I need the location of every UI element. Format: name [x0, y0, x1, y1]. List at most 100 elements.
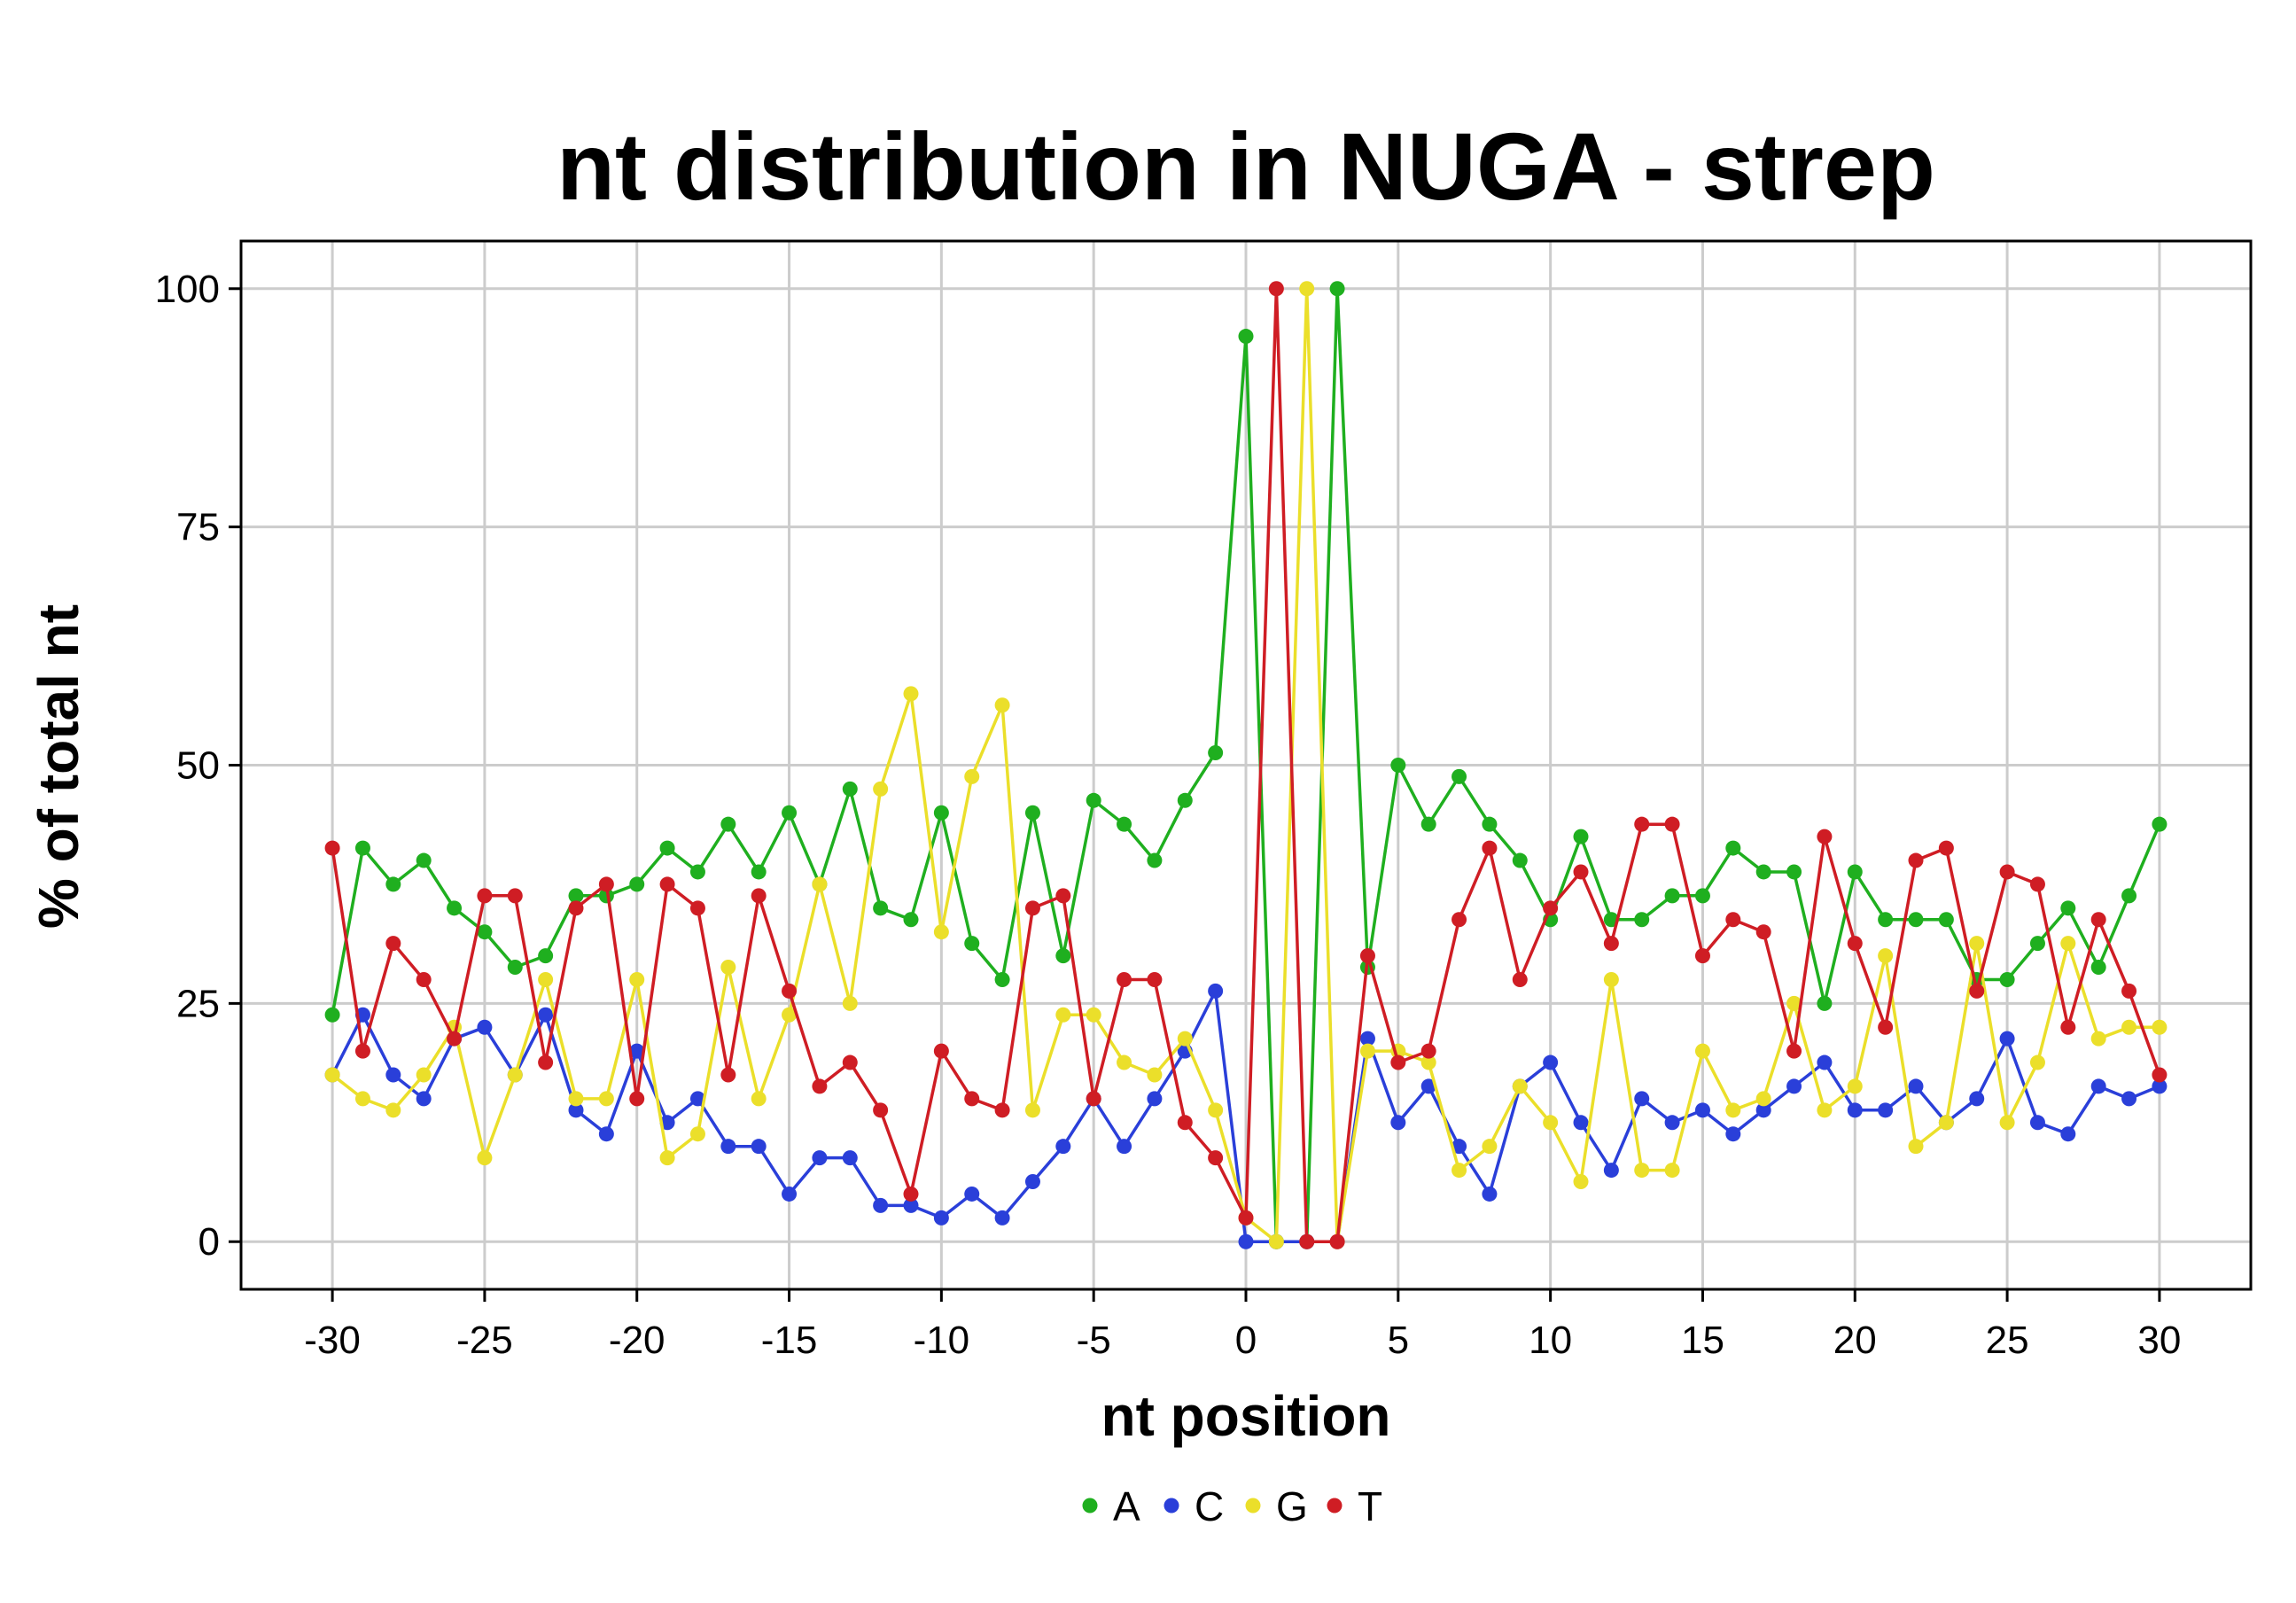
chart-title: nt distribution in NUGA - strep — [556, 113, 1935, 220]
data-point-a — [1390, 758, 1406, 773]
data-point-g — [751, 1091, 767, 1107]
data-point-g — [842, 995, 858, 1011]
data-point-c — [782, 1186, 798, 1202]
data-point-g — [1603, 971, 1619, 987]
data-point-g — [782, 1007, 798, 1023]
data-point-t — [903, 1186, 919, 1202]
data-point-c — [538, 1007, 554, 1023]
data-point-g — [1999, 1115, 2015, 1131]
data-point-t — [477, 888, 493, 904]
data-point-a — [1452, 768, 1467, 784]
data-point-t — [720, 1067, 736, 1083]
data-point-g — [720, 959, 736, 975]
data-point-a — [598, 888, 614, 904]
data-point-t — [2090, 912, 2106, 928]
x-tick-label: -5 — [1077, 1319, 1111, 1362]
data-point-c — [1999, 1031, 2015, 1047]
data-point-a — [1847, 864, 1863, 880]
data-point-g — [964, 768, 980, 784]
data-point-g — [994, 697, 1010, 713]
data-point-t — [1147, 971, 1163, 987]
data-point-c — [598, 1126, 614, 1142]
data-point-a — [1420, 816, 1436, 832]
data-point-g — [629, 971, 645, 987]
data-point-g — [1024, 1102, 1040, 1118]
legend-label-t: T — [1358, 1483, 1382, 1529]
series-layer — [324, 281, 2168, 1249]
data-point-t — [1969, 983, 1985, 999]
data-point-c — [2090, 1078, 2106, 1094]
data-point-t — [751, 888, 767, 904]
data-point-a — [1694, 888, 1710, 904]
data-point-g — [933, 924, 949, 940]
data-point-t — [1420, 1043, 1436, 1059]
data-point-g — [1847, 1078, 1863, 1094]
data-point-a — [629, 876, 645, 892]
data-point-g — [1664, 1163, 1680, 1179]
legend-item-t: T — [1327, 1483, 1382, 1529]
data-point-g — [689, 1126, 705, 1142]
data-point-t — [1299, 1233, 1315, 1249]
data-point-c — [659, 1115, 675, 1131]
data-point-t — [1938, 840, 1954, 856]
data-point-c — [1452, 1139, 1467, 1155]
data-point-g — [477, 1150, 493, 1166]
data-point-g — [1817, 1102, 1833, 1118]
data-point-c — [1420, 1078, 1436, 1094]
data-point-g — [812, 876, 828, 892]
data-point-c — [1117, 1139, 1132, 1155]
x-tick-label: 25 — [1986, 1319, 2029, 1362]
data-point-a — [1755, 864, 1771, 880]
data-point-c — [2121, 1091, 2137, 1107]
data-point-t — [964, 1091, 980, 1107]
data-point-c — [1543, 1054, 1559, 1070]
data-point-t — [842, 1054, 858, 1070]
data-point-a — [1786, 864, 1802, 880]
data-point-c — [1024, 1173, 1040, 1189]
data-point-g — [1634, 1163, 1650, 1179]
data-point-a — [1817, 995, 1833, 1011]
data-point-g — [1543, 1115, 1559, 1131]
legend-key-t — [1327, 1498, 1343, 1514]
data-point-g — [354, 1091, 370, 1107]
data-point-g — [1147, 1067, 1163, 1083]
data-point-t — [385, 936, 401, 952]
data-point-c — [2029, 1115, 2045, 1131]
data-point-t — [2060, 1019, 2076, 1035]
data-point-t — [1664, 816, 1680, 832]
data-point-g — [1452, 1163, 1467, 1179]
data-point-c — [720, 1139, 736, 1155]
x-tick-label: -10 — [914, 1319, 970, 1362]
data-point-c — [385, 1067, 401, 1083]
data-point-c — [1390, 1115, 1406, 1131]
x-tick-label: 5 — [1388, 1319, 1409, 1362]
data-point-c — [629, 1043, 645, 1059]
data-point-a — [1329, 281, 1345, 297]
data-point-g — [1878, 948, 1894, 964]
data-point-t — [659, 876, 675, 892]
y-tick-label: 0 — [198, 1220, 220, 1264]
data-point-c — [1634, 1091, 1650, 1107]
data-point-a — [659, 840, 675, 856]
data-point-a — [1725, 840, 1741, 856]
data-point-c — [477, 1019, 493, 1035]
data-point-t — [1055, 888, 1071, 904]
data-point-c — [1603, 1163, 1619, 1179]
data-point-a — [1482, 816, 1498, 832]
x-tick-label: 0 — [1235, 1319, 1257, 1362]
data-point-g — [1299, 281, 1315, 297]
data-point-g — [538, 971, 554, 987]
data-point-a — [1908, 912, 1924, 928]
x-tick-label: 15 — [1681, 1319, 1724, 1362]
data-point-g — [1694, 1043, 1710, 1059]
data-point-a — [1117, 816, 1132, 832]
data-point-t — [629, 1091, 645, 1107]
data-point-g — [507, 1067, 523, 1083]
data-point-g — [1725, 1102, 1741, 1118]
legend-label-c: C — [1195, 1483, 1224, 1529]
data-point-a — [903, 912, 919, 928]
legend-item-g: G — [1245, 1483, 1308, 1529]
data-point-a — [1238, 329, 1254, 345]
data-point-a — [1878, 912, 1894, 928]
data-point-a — [568, 888, 584, 904]
